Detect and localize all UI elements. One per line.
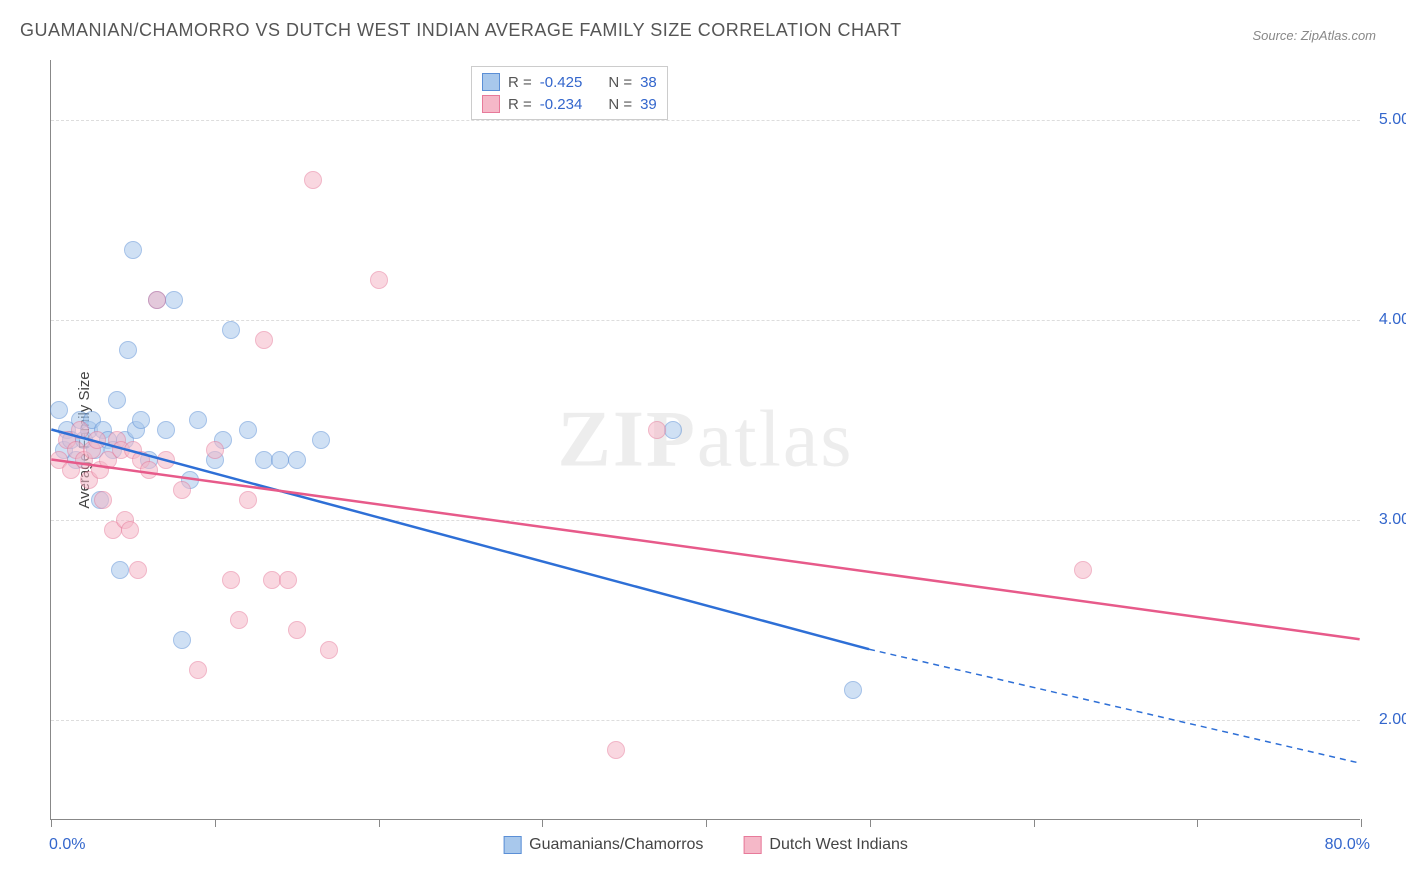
- source-label: Source: ZipAtlas.com: [1252, 28, 1376, 43]
- y-tick-label: 5.00: [1365, 111, 1406, 129]
- legend-n-value: 39: [640, 96, 657, 113]
- legend-series-label: Dutch West Indians: [769, 836, 907, 854]
- scatter-point: [88, 431, 106, 449]
- legend-n-label: N =: [608, 74, 632, 91]
- scatter-point: [173, 481, 191, 499]
- x-tick: [706, 819, 707, 827]
- scatter-point: [111, 561, 129, 579]
- scatter-point: [607, 741, 625, 759]
- bottom-legend-item: Dutch West Indians: [743, 836, 907, 854]
- y-tick-label: 2.00: [1365, 711, 1406, 729]
- chart-title: GUAMANIAN/CHAMORRO VS DUTCH WEST INDIAN …: [20, 20, 902, 41]
- scatter-point: [288, 621, 306, 639]
- scatter-point: [124, 241, 142, 259]
- y-tick-label: 4.00: [1365, 311, 1406, 329]
- scatter-point: [222, 571, 240, 589]
- scatter-point: [165, 291, 183, 309]
- gridline: [51, 720, 1360, 721]
- scatter-point: [312, 431, 330, 449]
- legend-r-label: R =: [508, 96, 532, 113]
- scatter-point: [140, 461, 158, 479]
- scatter-point: [239, 421, 257, 439]
- scatter-point: [173, 631, 191, 649]
- watermark: ZIPatlas: [558, 394, 854, 485]
- scatter-point: [189, 661, 207, 679]
- scatter-point: [132, 411, 150, 429]
- gridline: [51, 520, 1360, 521]
- scatter-point: [119, 341, 137, 359]
- legend-r-value: -0.425: [540, 74, 583, 91]
- legend-swatch: [482, 73, 500, 91]
- gridline: [51, 320, 1360, 321]
- legend-r-value: -0.234: [540, 96, 583, 113]
- scatter-point: [304, 171, 322, 189]
- series-legend: Guamanians/Chamorros Dutch West Indians: [503, 836, 908, 854]
- scatter-point: [129, 561, 147, 579]
- scatter-point: [279, 571, 297, 589]
- scatter-point: [844, 681, 862, 699]
- legend-n-value: 38: [640, 74, 657, 91]
- trend-line-dashed: [869, 649, 1360, 763]
- scatter-point: [94, 491, 112, 509]
- scatter-point: [370, 271, 388, 289]
- legend-swatch: [743, 836, 761, 854]
- watermark-bold: ZIP: [558, 395, 697, 483]
- x-tick: [870, 819, 871, 827]
- scatter-point: [157, 451, 175, 469]
- scatter-point: [263, 571, 281, 589]
- legend-n-label: N =: [608, 96, 632, 113]
- correlation-legend: R = -0.425 N = 38 R = -0.234 N = 39: [471, 66, 668, 120]
- x-tick: [542, 819, 543, 827]
- scatter-point: [239, 491, 257, 509]
- scatter-point: [255, 451, 273, 469]
- chart-plot-area: ZIPatlas Average Family Size 2.003.004.0…: [50, 60, 1360, 820]
- gridline: [51, 120, 1360, 121]
- scatter-point: [1074, 561, 1092, 579]
- legend-swatch: [482, 95, 500, 113]
- legend-row: R = -0.425 N = 38: [482, 71, 657, 93]
- legend-series-label: Guamanians/Chamorros: [529, 836, 703, 854]
- scatter-point: [108, 391, 126, 409]
- y-tick-label: 3.00: [1365, 511, 1406, 529]
- scatter-point: [206, 441, 224, 459]
- watermark-light: atlas: [697, 395, 854, 483]
- scatter-point: [230, 611, 248, 629]
- legend-swatch: [503, 836, 521, 854]
- bottom-legend-item: Guamanians/Chamorros: [503, 836, 703, 854]
- scatter-point: [222, 321, 240, 339]
- scatter-point: [71, 421, 89, 439]
- scatter-point: [664, 421, 682, 439]
- x-axis-min-label: 0.0%: [49, 836, 85, 854]
- x-axis-max-label: 80.0%: [1325, 836, 1370, 854]
- trend-line: [51, 459, 1359, 639]
- x-tick: [1361, 819, 1362, 827]
- scatter-point: [648, 421, 666, 439]
- scatter-point: [189, 411, 207, 429]
- legend-r-label: R =: [508, 74, 532, 91]
- scatter-point: [288, 451, 306, 469]
- scatter-point: [255, 331, 273, 349]
- scatter-point: [157, 421, 175, 439]
- trend-lines: [51, 60, 1360, 819]
- x-tick: [51, 819, 52, 827]
- scatter-point: [121, 521, 139, 539]
- x-tick: [1197, 819, 1198, 827]
- x-tick: [379, 819, 380, 827]
- x-tick: [215, 819, 216, 827]
- legend-row: R = -0.234 N = 39: [482, 93, 657, 115]
- scatter-point: [50, 401, 68, 419]
- x-tick: [1034, 819, 1035, 827]
- scatter-point: [148, 291, 166, 309]
- scatter-point: [320, 641, 338, 659]
- scatter-point: [271, 451, 289, 469]
